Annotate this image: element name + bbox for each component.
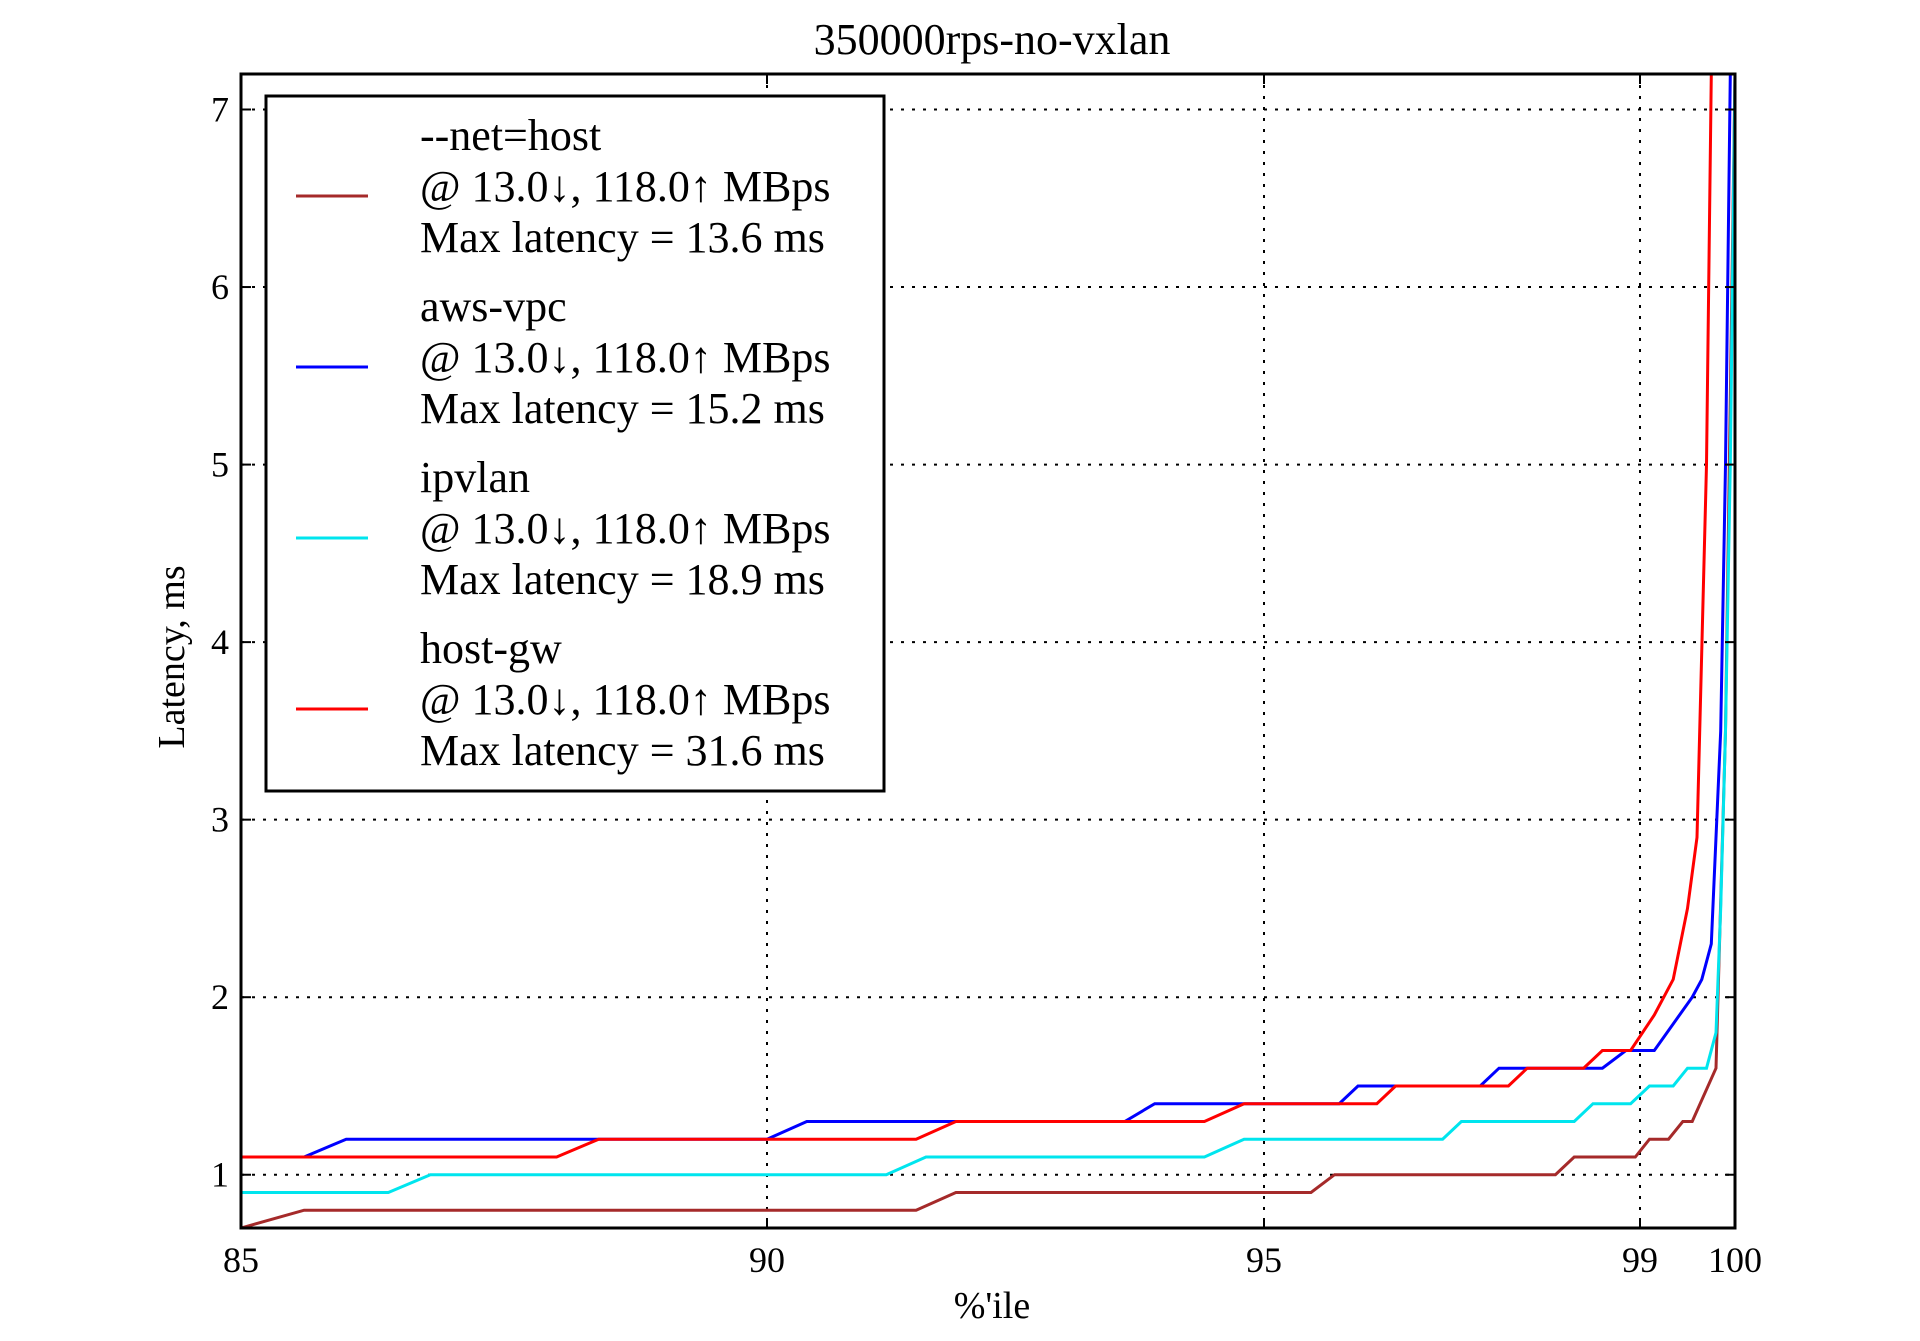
y-tick-label: 1: [211, 1155, 229, 1195]
y-tick-label: 4: [211, 622, 229, 662]
y-tick-label: 6: [211, 267, 229, 307]
x-tick-label: 85: [223, 1240, 259, 1280]
legend-throughput: @ 13.0↓, 118.0↑ MBps: [420, 504, 830, 553]
legend-box: [264, 94, 886, 793]
x-tick-label: 90: [749, 1240, 785, 1280]
y-tick-label: 2: [211, 977, 229, 1017]
series-lines: [241, 74, 1735, 1228]
series-line-ipvlan: [241, 74, 1735, 1194]
legend-max-latency: Max latency = 13.6 ms: [420, 213, 825, 262]
legend-label: host-gw: [420, 624, 562, 673]
plot-frame: [239, 72, 1737, 1230]
legend-label: --net=host: [420, 111, 601, 160]
legend-max-latency: Max latency = 15.2 ms: [420, 384, 825, 433]
legend-throughput: @ 13.0↓, 118.0↑ MBps: [420, 333, 830, 382]
x-axis-label: %'ile: [954, 1285, 1030, 1327]
chart-title: 350000rps-no-vxlan: [814, 15, 1171, 64]
legend-label: aws-vpc: [420, 282, 567, 331]
legend-label: ipvlan: [420, 453, 530, 502]
axes: 1 2 3 4 5 6 7 85 90 95 99 100: [211, 72, 1762, 1280]
legend-throughput: @ 13.0↓, 118.0↑ MBps: [420, 675, 830, 724]
legend-max-latency: Max latency = 31.6 ms: [420, 726, 825, 775]
series-line-host-gw: [241, 74, 1713, 1159]
y-tick-label: 3: [211, 800, 229, 840]
y-tick-label: 7: [211, 90, 229, 130]
legend-max-latency: Max latency = 18.9 ms: [420, 555, 825, 604]
y-tick-label: 5: [211, 445, 229, 485]
x-tick-label: 99: [1622, 1240, 1658, 1280]
series-line-aws-vpc: [241, 74, 1732, 1159]
legend-throughput: @ 13.0↓, 118.0↑ MBps: [420, 162, 830, 211]
series-line-net-host: [241, 74, 1735, 1228]
y-axis-label: Latency, ms: [151, 565, 193, 748]
x-tick-label: 95: [1246, 1240, 1282, 1280]
x-tick-label: 100: [1708, 1240, 1762, 1280]
